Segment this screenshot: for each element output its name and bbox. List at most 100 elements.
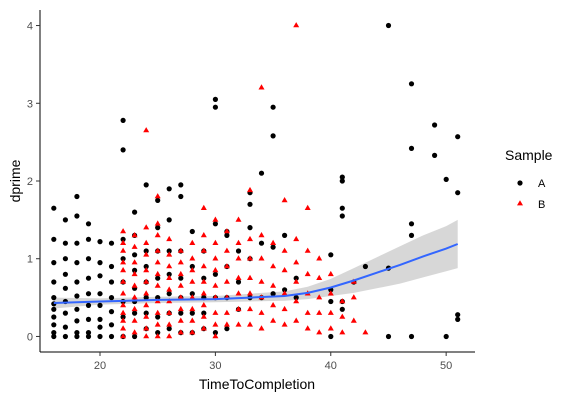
x-axis-title: TimeToCompletion xyxy=(199,376,315,392)
series-a-points xyxy=(51,22,461,340)
point-b xyxy=(235,274,242,280)
point-a xyxy=(432,152,438,158)
point-a xyxy=(108,279,115,285)
point-b xyxy=(304,325,311,331)
point-a xyxy=(97,291,103,297)
legend-label-b: B xyxy=(538,199,545,211)
point-b xyxy=(177,270,184,277)
point-b xyxy=(143,127,150,133)
point-b xyxy=(316,309,323,315)
point-a xyxy=(85,275,92,281)
point-b xyxy=(154,193,161,199)
point-b xyxy=(154,282,161,288)
point-a xyxy=(120,236,126,242)
point-b xyxy=(166,321,173,327)
point-a xyxy=(408,81,415,87)
point-b xyxy=(235,321,242,327)
point-a xyxy=(408,145,415,151)
point-a xyxy=(143,263,149,270)
x-axis-ticks: 20 30 40 50 xyxy=(94,352,452,372)
point-a xyxy=(51,260,57,266)
point-b xyxy=(120,290,127,296)
y-axis-title: dprime xyxy=(7,159,23,202)
point-b xyxy=(270,317,277,323)
point-a xyxy=(97,316,103,322)
point-b xyxy=(223,263,230,269)
point-a xyxy=(455,312,461,318)
legend-label-a: A xyxy=(538,178,546,190)
point-b xyxy=(131,259,138,265)
y-tick-label: 1 xyxy=(27,254,33,266)
point-a xyxy=(178,193,184,200)
point-a xyxy=(62,240,68,246)
point-a xyxy=(108,240,115,246)
point-a xyxy=(132,310,138,316)
point-b xyxy=(247,255,253,261)
point-a xyxy=(108,333,115,340)
y-axis-ticks: 0 1 2 3 4 xyxy=(27,21,40,343)
point-b xyxy=(131,329,138,335)
point-b xyxy=(316,255,323,261)
point-a xyxy=(62,324,68,330)
point-b xyxy=(293,278,300,284)
point-b xyxy=(270,239,277,245)
point-b xyxy=(143,325,150,331)
point-a xyxy=(270,244,276,250)
point-b xyxy=(212,239,219,245)
point-b xyxy=(120,228,127,234)
point-a xyxy=(166,217,172,223)
point-b xyxy=(120,302,127,308)
point-b xyxy=(177,259,184,265)
point-b xyxy=(143,333,150,339)
point-a xyxy=(408,221,415,227)
point-b xyxy=(200,263,207,269)
point-a xyxy=(120,117,126,123)
point-b xyxy=(258,278,265,284)
y-tick-label: 3 xyxy=(27,98,33,110)
point-b xyxy=(339,329,346,335)
point-b xyxy=(223,247,230,253)
point-b xyxy=(258,325,265,331)
point-b xyxy=(143,224,150,230)
point-a xyxy=(51,322,57,328)
point-b xyxy=(166,309,173,315)
point-a xyxy=(74,193,80,200)
point-b xyxy=(177,282,184,288)
point-b xyxy=(200,278,207,284)
point-a xyxy=(108,263,115,270)
point-a xyxy=(178,310,184,316)
point-b xyxy=(166,251,173,257)
point-a xyxy=(201,275,207,281)
point-a xyxy=(328,252,334,258)
point-b xyxy=(304,270,311,277)
y-tick-label: 4 xyxy=(27,21,33,33)
point-b xyxy=(200,302,207,308)
point-b xyxy=(339,313,346,319)
point-a xyxy=(212,271,218,277)
point-a xyxy=(108,295,115,301)
point-b xyxy=(120,325,127,331)
point-b xyxy=(258,232,265,238)
point-a xyxy=(85,333,92,340)
point-a xyxy=(270,133,276,139)
point-a xyxy=(132,209,138,215)
point-b xyxy=(304,204,311,210)
point-a xyxy=(62,217,68,223)
point-a xyxy=(235,248,242,254)
legend-title: Sample xyxy=(505,147,553,163)
point-a xyxy=(62,271,68,277)
point-b xyxy=(293,235,300,242)
point-b xyxy=(177,329,184,335)
point-b xyxy=(327,325,334,331)
point-b xyxy=(293,298,300,304)
point-a xyxy=(143,310,149,316)
point-a xyxy=(166,186,172,192)
point-b xyxy=(131,282,138,288)
point-b xyxy=(120,309,127,315)
point-a xyxy=(97,324,103,330)
point-a xyxy=(51,295,57,301)
point-b xyxy=(235,216,242,222)
point-a xyxy=(224,326,230,332)
point-b xyxy=(200,232,207,238)
point-a xyxy=(85,330,92,336)
